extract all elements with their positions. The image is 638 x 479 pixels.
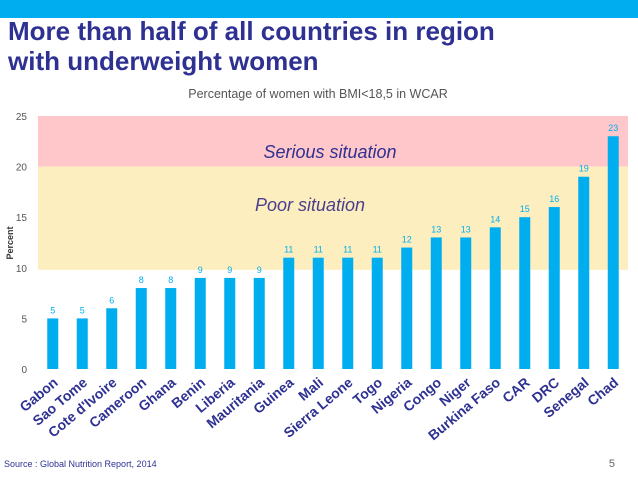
data-label: 8	[168, 275, 173, 285]
chart-title: Percentage of women with BMI<18,5 in WCA…	[188, 87, 448, 101]
x-tick-label: CAR	[499, 374, 533, 406]
slide-title: More than half of all countries in regio…	[8, 16, 608, 76]
data-labels: 5 5 6 8 8 9 9 9 11 11 11 11 12 13 13 14 15 16 19 23	[50, 123, 618, 315]
bar	[283, 257, 295, 369]
zone-labels: Serious situation Poor situation	[255, 142, 397, 215]
bar	[47, 318, 59, 369]
bar	[401, 247, 413, 369]
bar	[135, 288, 147, 369]
data-label: 11	[343, 245, 352, 255]
bar	[371, 257, 383, 369]
bar	[519, 217, 531, 369]
bar	[76, 318, 88, 369]
bar	[489, 227, 501, 369]
bar-series	[47, 136, 619, 369]
bar	[253, 277, 265, 369]
bar	[342, 257, 354, 369]
top-accent-bar	[0, 0, 638, 18]
data-label: 13	[431, 224, 441, 234]
data-label: 11	[314, 245, 323, 255]
y-tick-label: 20	[16, 163, 28, 174]
y-axis-tick-labels: 0 5 10 15 20 25	[16, 112, 28, 376]
y-axis-label: Percent	[5, 226, 15, 259]
y-tick-label: 15	[16, 213, 28, 224]
x-tick-label: Chad	[584, 374, 621, 409]
bar	[430, 237, 442, 369]
slide-title-line-1: More than half of all countries in regio…	[8, 16, 495, 46]
data-label: 16	[549, 194, 559, 204]
page-number: 5	[608, 458, 615, 470]
data-label: 11	[373, 245, 382, 255]
bar	[194, 277, 206, 369]
bar	[106, 308, 118, 369]
serious-situation-label: Serious situation	[263, 142, 396, 162]
data-label: 15	[520, 204, 530, 214]
situation-zones	[38, 116, 628, 270]
data-label: 9	[227, 265, 232, 275]
data-label: 5	[50, 305, 55, 315]
data-label: 9	[198, 265, 203, 275]
serious-situation-zone	[38, 116, 628, 167]
data-label: 12	[402, 235, 412, 245]
data-label: 8	[139, 275, 144, 285]
data-label: 6	[109, 295, 114, 305]
y-tick-label: 5	[21, 314, 27, 325]
bar	[224, 277, 236, 369]
data-label: 11	[284, 245, 293, 255]
bar	[578, 176, 590, 369]
poor-situation-zone	[38, 166, 628, 270]
bar	[460, 237, 472, 369]
data-label: 19	[579, 164, 589, 174]
bar	[312, 257, 324, 369]
bar	[165, 288, 177, 369]
y-tick-label: 10	[16, 264, 28, 275]
poor-situation-label: Poor situation	[255, 195, 365, 215]
bar	[607, 136, 619, 369]
data-label: 9	[257, 265, 262, 275]
data-label: 23	[608, 123, 618, 133]
bar	[548, 207, 560, 369]
data-label: 14	[490, 214, 500, 224]
source-note: Source : Global Nutrition Report, 2014	[4, 459, 157, 469]
data-label: 13	[461, 224, 471, 234]
y-tick-label: 25	[16, 112, 28, 123]
y-tick-label: 0	[21, 365, 27, 376]
slide-title-line-2: with underweight women	[8, 46, 319, 76]
data-label: 5	[80, 305, 85, 315]
